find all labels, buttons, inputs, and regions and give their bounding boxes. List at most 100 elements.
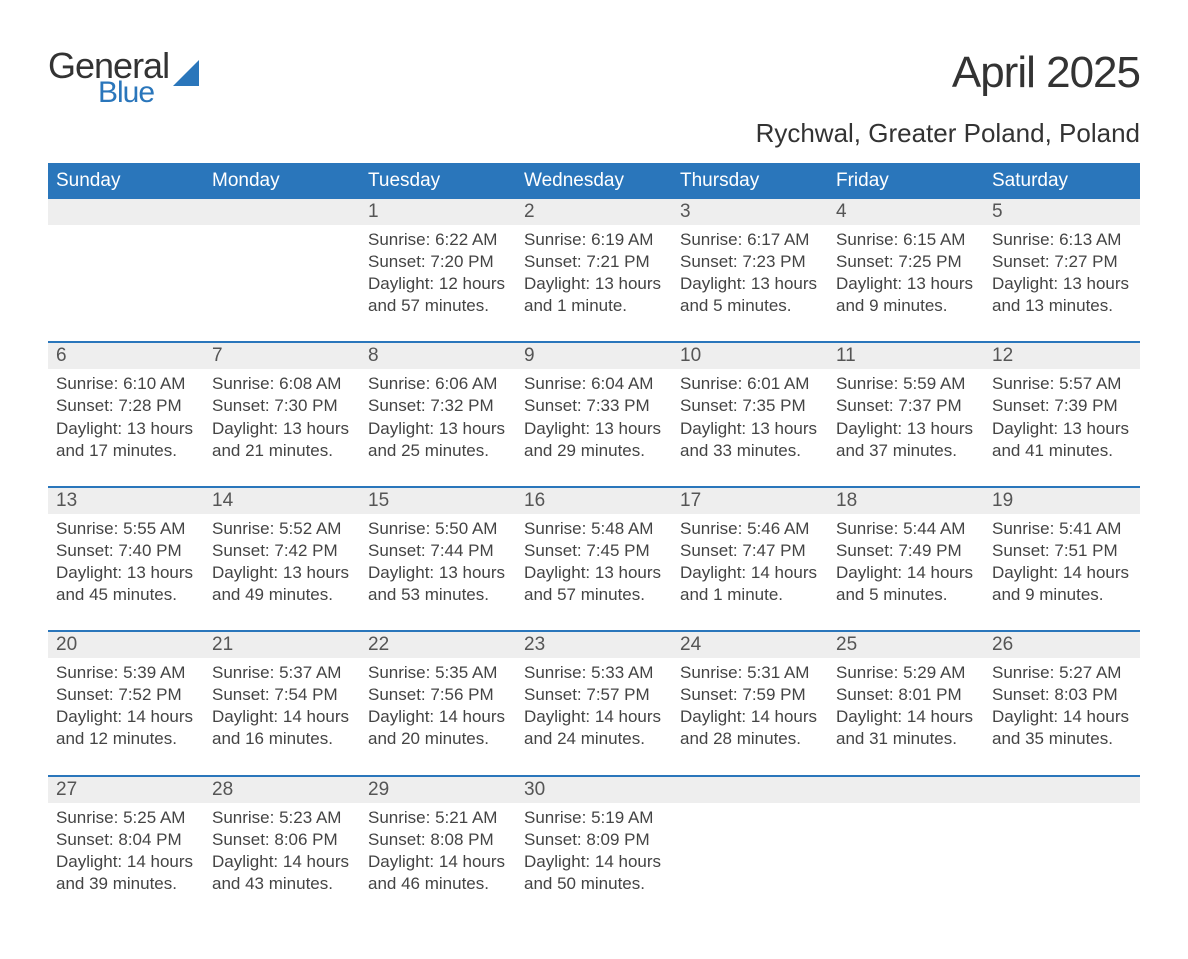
day-content: [672, 803, 828, 913]
day-number: 28: [204, 777, 360, 803]
sunset: Sunset: 7:28 PM: [56, 395, 198, 417]
day-number: 3: [672, 199, 828, 225]
daynum-cell: [828, 776, 984, 803]
daylight: Daylight: 14 hours and 1 minute.: [680, 562, 822, 606]
daynum-cell: 20: [48, 631, 204, 658]
sunset: Sunset: 7:27 PM: [992, 251, 1134, 273]
day-number: 25: [828, 632, 984, 658]
daylight: Daylight: 13 hours and 21 minutes.: [212, 418, 354, 462]
day-number: 12: [984, 343, 1140, 369]
daylight: Daylight: 14 hours and 12 minutes.: [56, 706, 198, 750]
sunrise: Sunrise: 5:33 AM: [524, 662, 666, 684]
sunset: Sunset: 7:23 PM: [680, 251, 822, 273]
day-cell: [984, 803, 1140, 919]
daynum-cell: 6: [48, 342, 204, 369]
daylight: Daylight: 13 hours and 13 minutes.: [992, 273, 1134, 317]
day-number: 1: [360, 199, 516, 225]
col-header: Sunday: [48, 163, 204, 199]
daynum-row: 6789101112: [48, 342, 1140, 369]
sunset: Sunset: 7:40 PM: [56, 540, 198, 562]
sunrise: Sunrise: 5:39 AM: [56, 662, 198, 684]
day-cell: Sunrise: 5:48 AMSunset: 7:45 PMDaylight:…: [516, 514, 672, 631]
day-content: Sunrise: 5:31 AMSunset: 7:59 PMDaylight:…: [672, 658, 828, 774]
daynum-cell: 15: [360, 487, 516, 514]
day-content: Sunrise: 6:04 AMSunset: 7:33 PMDaylight:…: [516, 369, 672, 485]
day-header-row: Sunday Monday Tuesday Wednesday Thursday…: [48, 163, 1140, 199]
sunrise: Sunrise: 5:41 AM: [992, 518, 1134, 540]
day-cell: Sunrise: 5:41 AMSunset: 7:51 PMDaylight:…: [984, 514, 1140, 631]
daynum-cell: 13: [48, 487, 204, 514]
daynum-cell: 18: [828, 487, 984, 514]
day-content: Sunrise: 5:39 AMSunset: 7:52 PMDaylight:…: [48, 658, 204, 774]
sunrise: Sunrise: 6:22 AM: [368, 229, 510, 251]
col-header: Friday: [828, 163, 984, 199]
logo-word2: Blue: [98, 78, 169, 108]
day-number: 22: [360, 632, 516, 658]
daynum-cell: 21: [204, 631, 360, 658]
day-cell: Sunrise: 5:19 AMSunset: 8:09 PMDaylight:…: [516, 803, 672, 919]
daylight: Daylight: 13 hours and 57 minutes.: [524, 562, 666, 606]
day-cell: Sunrise: 6:10 AMSunset: 7:28 PMDaylight:…: [48, 369, 204, 486]
sunrise: Sunrise: 5:31 AM: [680, 662, 822, 684]
daylight: Daylight: 14 hours and 39 minutes.: [56, 851, 198, 895]
daylight: Daylight: 14 hours and 20 minutes.: [368, 706, 510, 750]
sunset: Sunset: 7:44 PM: [368, 540, 510, 562]
day-number: 17: [672, 488, 828, 514]
day-cell: Sunrise: 5:59 AMSunset: 7:37 PMDaylight:…: [828, 369, 984, 486]
day-number: [204, 199, 360, 203]
day-cell: Sunrise: 5:23 AMSunset: 8:06 PMDaylight:…: [204, 803, 360, 919]
daylight: Daylight: 14 hours and 5 minutes.: [836, 562, 978, 606]
daynum-cell: 26: [984, 631, 1140, 658]
sunset: Sunset: 7:21 PM: [524, 251, 666, 273]
day-content: Sunrise: 5:48 AMSunset: 7:45 PMDaylight:…: [516, 514, 672, 630]
day-content: Sunrise: 5:25 AMSunset: 8:04 PMDaylight:…: [48, 803, 204, 919]
day-number: [48, 199, 204, 203]
daylight: Daylight: 14 hours and 24 minutes.: [524, 706, 666, 750]
day-number: 27: [48, 777, 204, 803]
day-content: Sunrise: 5:50 AMSunset: 7:44 PMDaylight:…: [360, 514, 516, 630]
daynum-cell: 14: [204, 487, 360, 514]
day-number: 16: [516, 488, 672, 514]
daylight: Daylight: 12 hours and 57 minutes.: [368, 273, 510, 317]
daynum-row: 13141516171819: [48, 487, 1140, 514]
sunset: Sunset: 7:30 PM: [212, 395, 354, 417]
sunrise: Sunrise: 5:23 AM: [212, 807, 354, 829]
day-content: Sunrise: 5:41 AMSunset: 7:51 PMDaylight:…: [984, 514, 1140, 630]
day-number: 29: [360, 777, 516, 803]
sunrise: Sunrise: 5:57 AM: [992, 373, 1134, 395]
day-content: [204, 225, 360, 335]
day-number: 15: [360, 488, 516, 514]
sunrise: Sunrise: 6:08 AM: [212, 373, 354, 395]
logo-mark-icon: [173, 60, 199, 86]
day-cell: [672, 803, 828, 919]
day-cell: Sunrise: 6:22 AMSunset: 7:20 PMDaylight:…: [360, 225, 516, 342]
day-number: 18: [828, 488, 984, 514]
sunset: Sunset: 8:04 PM: [56, 829, 198, 851]
daylight: Daylight: 13 hours and 45 minutes.: [56, 562, 198, 606]
day-cell: Sunrise: 5:57 AMSunset: 7:39 PMDaylight:…: [984, 369, 1140, 486]
daynum-cell: 28: [204, 776, 360, 803]
sunset: Sunset: 7:49 PM: [836, 540, 978, 562]
daynum-cell: 17: [672, 487, 828, 514]
sunrise: Sunrise: 6:04 AM: [524, 373, 666, 395]
sunrise: Sunrise: 6:17 AM: [680, 229, 822, 251]
sunset: Sunset: 7:20 PM: [368, 251, 510, 273]
daylight: Daylight: 14 hours and 28 minutes.: [680, 706, 822, 750]
col-header: Wednesday: [516, 163, 672, 199]
daynum-cell: 8: [360, 342, 516, 369]
day-content: Sunrise: 6:01 AMSunset: 7:35 PMDaylight:…: [672, 369, 828, 485]
day-content: Sunrise: 5:55 AMSunset: 7:40 PMDaylight:…: [48, 514, 204, 630]
content-row: Sunrise: 5:39 AMSunset: 7:52 PMDaylight:…: [48, 658, 1140, 775]
logo-text: General Blue: [48, 48, 169, 108]
sunrise: Sunrise: 5:37 AM: [212, 662, 354, 684]
day-content: Sunrise: 5:19 AMSunset: 8:09 PMDaylight:…: [516, 803, 672, 919]
day-cell: [48, 225, 204, 342]
sunset: Sunset: 7:33 PM: [524, 395, 666, 417]
day-content: Sunrise: 6:17 AMSunset: 7:23 PMDaylight:…: [672, 225, 828, 341]
sunrise: Sunrise: 6:10 AM: [56, 373, 198, 395]
day-cell: [828, 803, 984, 919]
daylight: Daylight: 13 hours and 29 minutes.: [524, 418, 666, 462]
day-content: [48, 225, 204, 335]
page-title: April 2025: [756, 48, 1140, 98]
sunrise: Sunrise: 6:06 AM: [368, 373, 510, 395]
